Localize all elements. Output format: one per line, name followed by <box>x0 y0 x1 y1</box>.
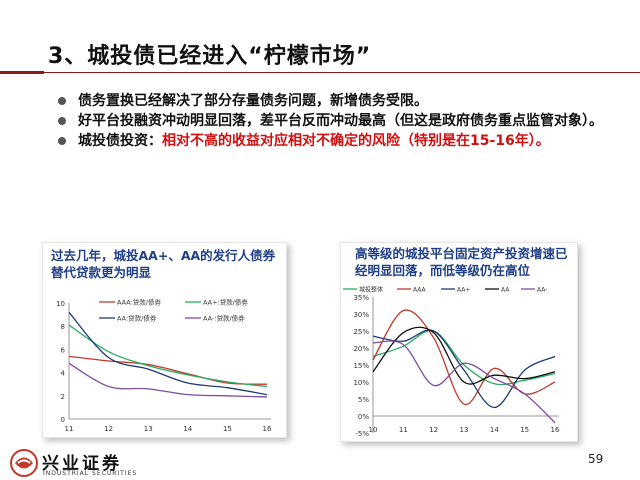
legend-label: AAA <box>413 287 427 294</box>
logo-subtitle: INDUSTRIAL SECURITIES <box>43 470 138 477</box>
y-tick-label: 5% <box>358 396 369 404</box>
y-tick-label: 8 <box>61 323 65 331</box>
series-line <box>372 326 556 385</box>
logo-name: 兴业证券 <box>42 454 122 474</box>
series-line <box>372 329 556 386</box>
y-tick-label: 0 <box>61 416 65 424</box>
legend-label: 城投整体 <box>359 286 383 294</box>
y-tick-label: -5% <box>355 430 369 438</box>
legend-label: AA+:贷款/债券 <box>203 298 248 307</box>
right-line-chart: -5% 0% 5% 10% 15% 20% 25% 30% 35% 10 11 12 13 14 15 16 城… <box>343 286 560 438</box>
y-tick-label: 15% <box>353 362 369 370</box>
x-tick-label: 12 <box>104 425 113 433</box>
y-tick-label: 30% <box>353 311 369 319</box>
x-tick-label: 16 <box>263 425 272 433</box>
series-line <box>372 340 556 424</box>
bullet-item: 城投债投资：相对不高的收益对应相对不确定的风险（特别是在15-16年）。 <box>58 132 618 151</box>
title-accent-bar <box>0 71 44 74</box>
bullet-item: 好平台投融资冲动明显回落，差平台反而冲动最高（但这是政府债务重点监管对象）。 <box>58 112 618 131</box>
legend-label: AA- <box>537 287 547 294</box>
y-tick-label: 4 <box>61 370 66 378</box>
y-tick-label: 10 <box>56 300 65 308</box>
legend-label: AA:贷款/债券 <box>117 314 157 323</box>
bullet-dot-icon <box>58 137 66 145</box>
x-tick-label: 11 <box>399 426 408 434</box>
left-chart-panel: 过去几年，城投AA+、AA的发行人债券替代贷款更为明显 0 2 4 6 8 10 11 12 1… <box>42 242 287 438</box>
right-chart-panel: 高等级的城投平台固定资产投资增速已经明显回落，而低等级仍在高位 -5% 0% 5% 1… <box>340 242 578 442</box>
bullet-highlight: 相对不高的收益对应相对不确定的风险（特别是在15-16年）。 <box>162 133 550 149</box>
series-line <box>68 311 268 396</box>
series-line <box>68 324 268 388</box>
y-tick-label: 35% <box>353 294 369 302</box>
legend-label: AA <box>501 287 510 294</box>
series-line <box>372 329 556 409</box>
y-tick-label: 10% <box>353 379 369 387</box>
x-tick-label: 13 <box>144 425 153 433</box>
right-chart-title: 高等级的城投平台固定资产投资增速已经明显回落，而低等级仍在高位 <box>355 246 568 278</box>
y-tick-label: 2 <box>61 393 65 401</box>
logo-emblem-icon <box>10 449 38 477</box>
bullet-dot-icon <box>58 97 66 105</box>
x-tick-label: 11 <box>65 425 74 433</box>
bullet-dot-icon <box>58 117 66 125</box>
bullet-text: 好平台投融资冲动明显回落，差平台反而冲动最高（但这是政府债务重点监管对象）。 <box>78 113 603 129</box>
legend-label: AA-:贷款/债券 <box>203 314 245 323</box>
series-line <box>68 362 268 398</box>
x-tick-label: 15 <box>520 426 529 434</box>
left-chart-title: 过去几年，城投AA+、AA的发行人债券替代贷款更为明显 <box>51 248 276 280</box>
slide-title: 3、城投债已经进入“柠檬市场” <box>48 44 372 69</box>
x-tick-label: 15 <box>223 425 232 433</box>
x-tick-label: 16 <box>551 426 560 434</box>
x-tick-label: 12 <box>429 426 438 434</box>
page-number: 59 <box>588 452 604 466</box>
bullet-list: 债务置换已经解决了部分存量债务问题，新增债务受限。 好平台投融资冲动明显回落，差… <box>58 92 618 152</box>
bullet-item: 债务置换已经解决了部分存量债务问题，新增债务受限。 <box>58 92 618 111</box>
y-tick-label: 0% <box>358 413 369 421</box>
title-underline <box>44 72 640 73</box>
x-tick-label: 13 <box>460 426 469 434</box>
bullet-text: 债务置换已经解决了部分存量债务问题，新增债务受限。 <box>78 93 428 109</box>
y-tick-label: 25% <box>353 328 369 336</box>
y-tick-label: 20% <box>353 345 369 353</box>
left-line-chart: 0 2 4 6 8 10 11 12 13 14 15 16 AAA:贷款/债券 AA+:贷款/债券 AA:… <box>56 298 272 434</box>
x-tick-label: 14 <box>183 425 192 433</box>
legend-label: AAA:贷款/债券 <box>117 298 161 307</box>
series-line <box>372 309 556 405</box>
bullet-prefix: 城投债投资： <box>78 133 162 149</box>
y-tick-label: 6 <box>61 346 66 354</box>
x-tick-label: 10 <box>369 426 378 434</box>
legend-label: AA+ <box>457 287 470 294</box>
series-line <box>68 355 268 385</box>
x-tick-label: 14 <box>490 426 499 434</box>
